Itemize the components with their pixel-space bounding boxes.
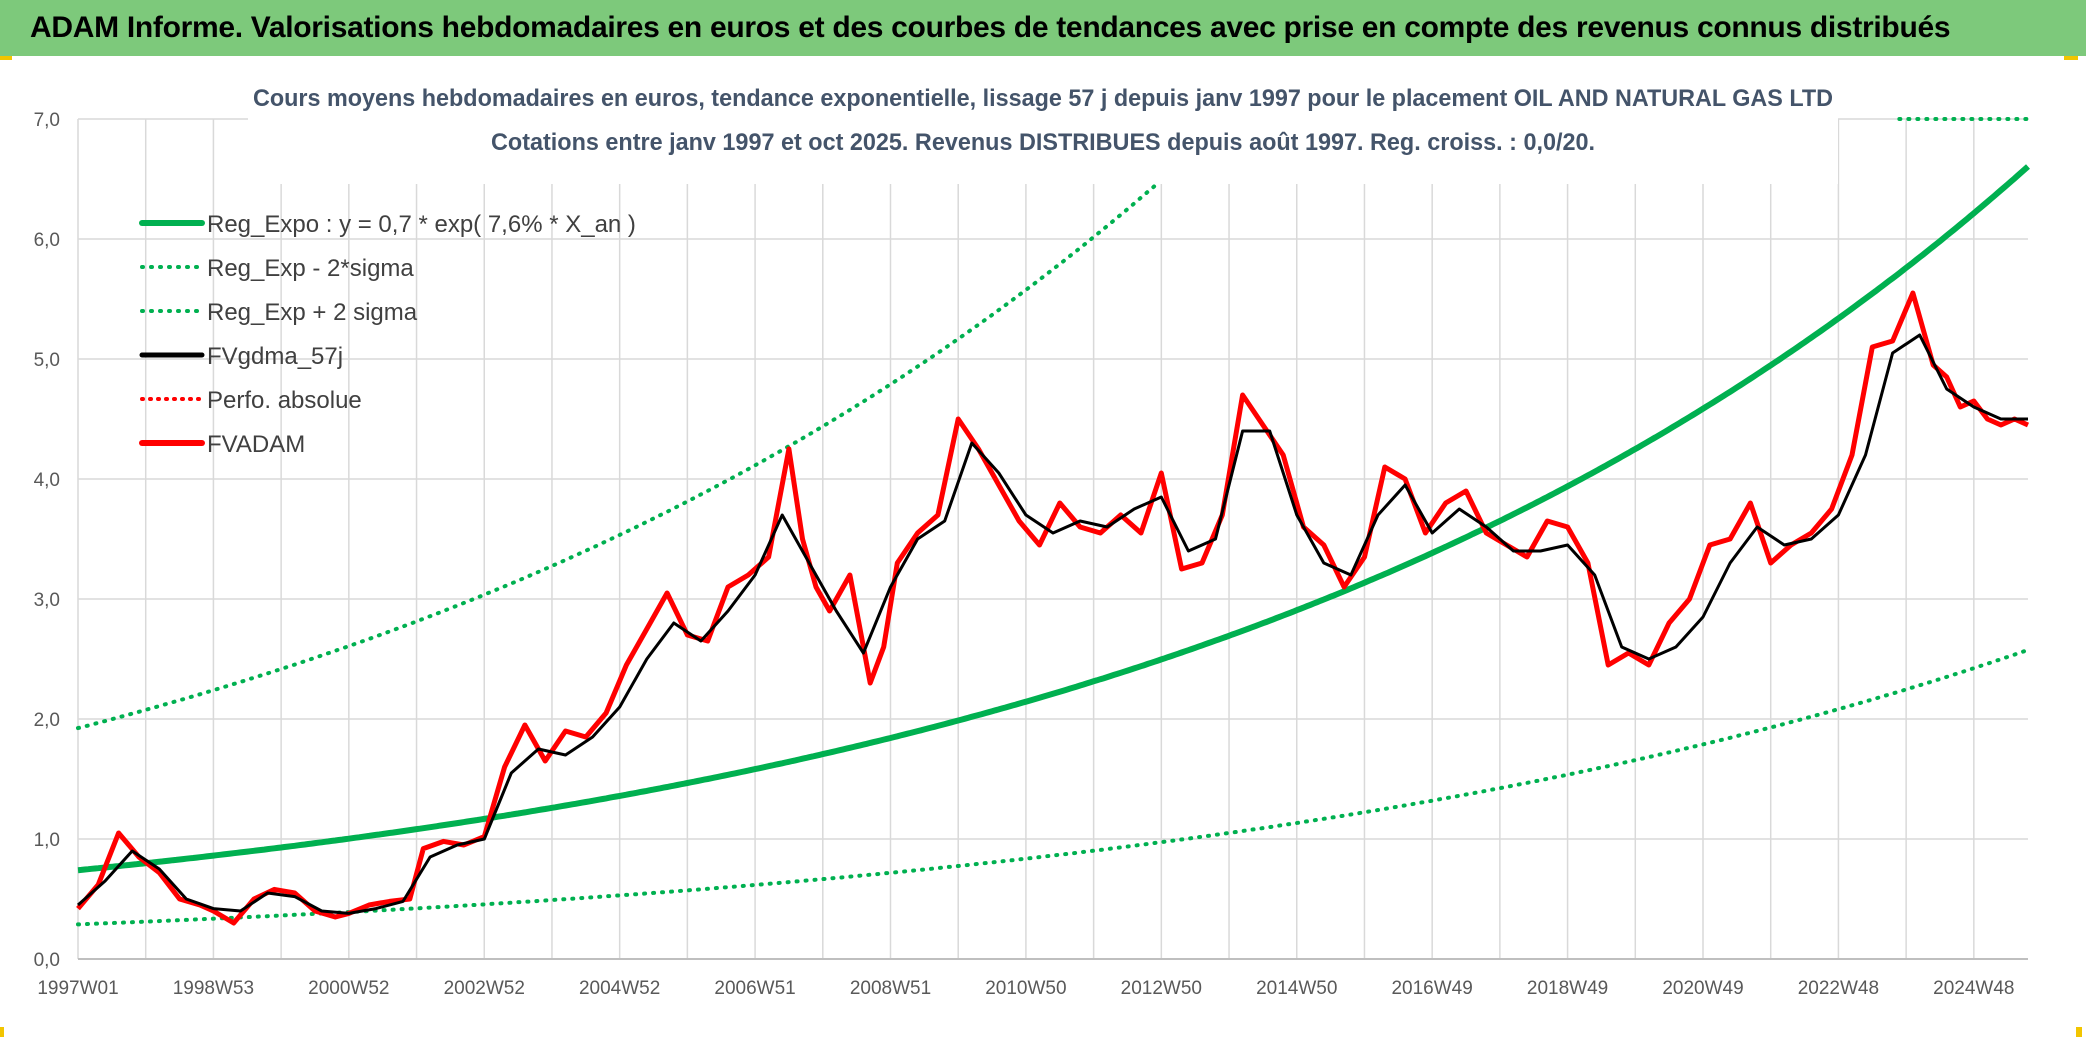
trend-lower-group	[76, 647, 2030, 927]
corner-accent-top-left	[0, 56, 12, 60]
chart-title-line1: Cours moyens hebdomadaires en euros, ten…	[253, 85, 1833, 112]
y-tick-label: 1,0	[34, 830, 60, 851]
legend-label: Reg_Exp + 2 sigma	[207, 299, 418, 326]
trend-main-line	[77, 164, 2030, 874]
y-tick-label: 6,0	[34, 230, 60, 251]
y-tick-label: 0,0	[34, 950, 60, 971]
chart-title-box: Cours moyens hebdomadaires en euros, ten…	[248, 84, 1838, 184]
x-tick-label: 2012W50	[1121, 978, 1202, 999]
legend-label: Reg_Exp - 2*sigma	[207, 255, 414, 282]
series-fvgdma-line	[77, 333, 2028, 915]
page-title: ADAM Informe. Valorisations hebdomadaire…	[30, 11, 1951, 44]
x-tick-label: 1997W01	[37, 978, 118, 999]
x-tick-label: 2008W51	[850, 978, 931, 999]
chart-title-line2: Cotations entre janv 1997 et oct 2025. R…	[491, 129, 1595, 156]
x-tick-label: 2016W49	[1391, 978, 1472, 999]
x-tick-label: 2018W49	[1527, 978, 1608, 999]
corner-accent-top-right	[2064, 56, 2078, 60]
trend-upper-line	[76, 117, 1231, 731]
x-tick-label: 2006W51	[714, 978, 795, 999]
y-tick-label: 3,0	[34, 590, 60, 611]
legend-label: FVgdma_57j	[207, 343, 343, 370]
trend-main-group	[77, 164, 2030, 874]
corner-accent-bottom-left	[0, 1027, 4, 1037]
series-fvadam-line	[76, 290, 2030, 926]
x-tick-label: 2004W52	[579, 978, 660, 999]
x-tick-label: 2002W52	[444, 978, 525, 999]
x-tick-label: 2010W50	[985, 978, 1066, 999]
axes: 0,0 1,0 2,0 3,0 4,0 5,0 6,0 7,0 1997W01 1998W53 20…	[34, 110, 2028, 999]
x-tick-label: 2024W48	[1933, 978, 2014, 999]
x-tick-label: 2014W50	[1256, 978, 1337, 999]
chart-title-background	[248, 84, 1838, 184]
legend-label: Perfo. absolue	[207, 387, 362, 414]
x-tick-label: 2000W52	[308, 978, 389, 999]
legend: Reg_Expo : y = 0,7 * exp( 7,6% * X_an ) R…	[139, 211, 636, 458]
y-tick-label: 7,0	[34, 110, 60, 131]
trend-upper-group	[76, 117, 2030, 731]
trend-lower-line	[76, 647, 2030, 927]
smooth-series-group	[77, 333, 2028, 915]
legend-label: FVADAM	[207, 431, 305, 458]
legend-label: Reg_Expo : y = 0,7 * exp( 7,6% * X_an )	[207, 211, 636, 238]
header-bar	[0, 0, 2086, 56]
chart-svg: 0,0 1,0 2,0 3,0 4,0 5,0 6,0 7,0 1997W01 1998W53 20…	[34, 84, 2030, 999]
x-tick-label: 1998W53	[173, 978, 254, 999]
corner-accent-bottom-right	[2076, 1027, 2082, 1037]
chart-frame: 0,0 1,0 2,0 3,0 4,0 5,0 6,0 7,0 1997W01 1998W53 20…	[0, 56, 2086, 1037]
y-tick-label: 5,0	[34, 350, 60, 371]
price-series-group	[76, 290, 2030, 926]
x-tick-label: 2022W48	[1798, 978, 1879, 999]
x-tick-label: 2020W49	[1662, 978, 1743, 999]
y-tick-label: 2,0	[34, 710, 60, 731]
y-tick-label: 4,0	[34, 470, 60, 491]
